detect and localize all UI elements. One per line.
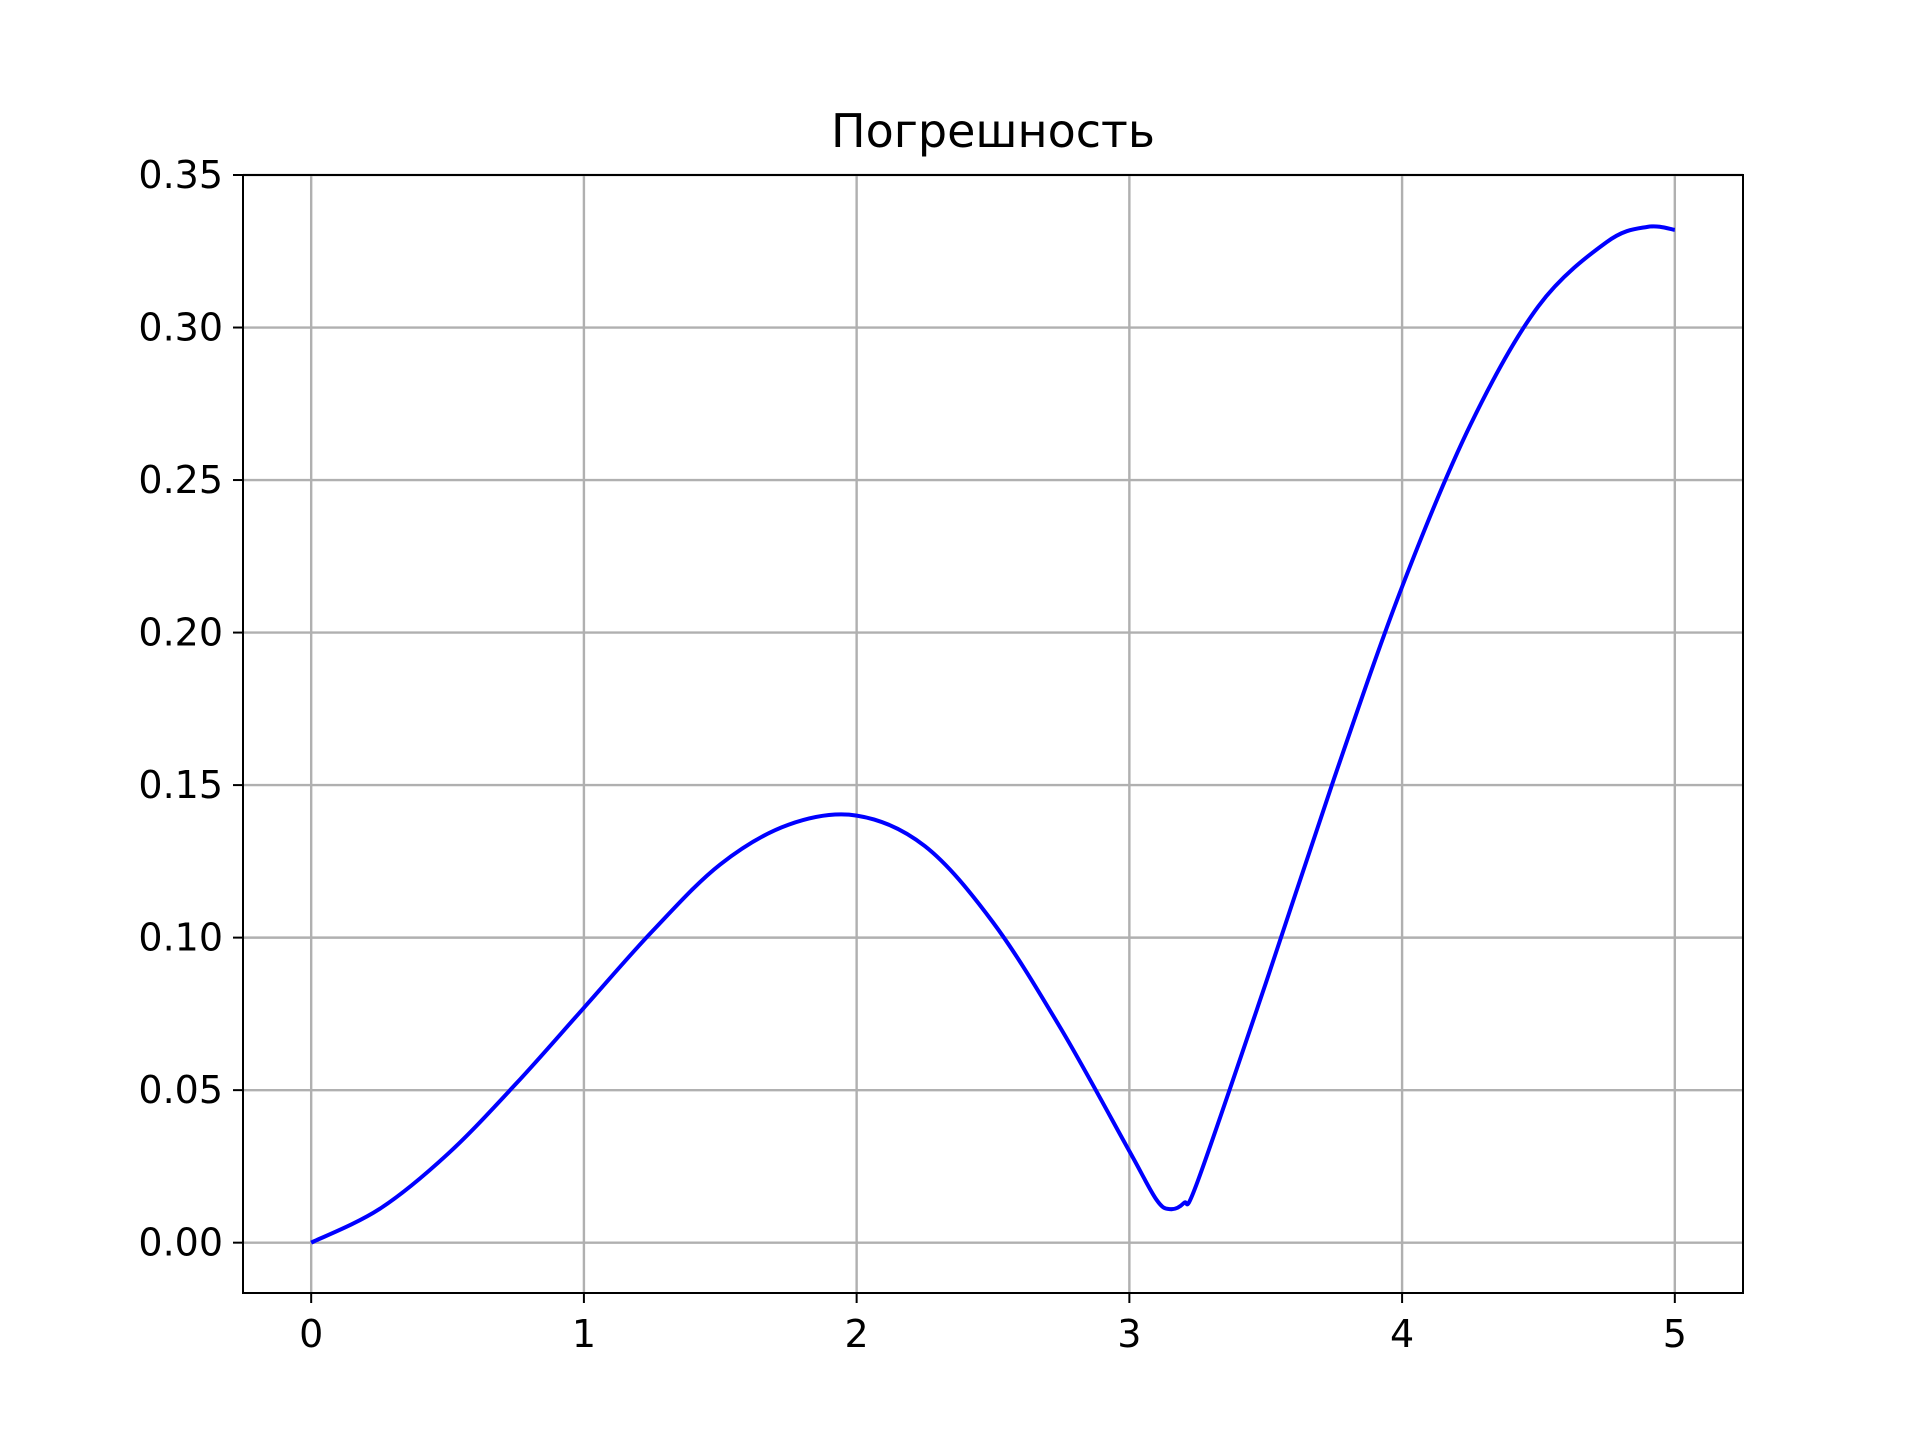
y-tick-label: 0.20 — [138, 611, 223, 655]
ticks: 0 1 2 3 4 5 0.00 0.05 0.10 0.15 0.20 0.25 0.30 0.35 — [138, 153, 1687, 1356]
y-tick-label: 0.30 — [138, 306, 223, 350]
x-tick-label: 1 — [572, 1312, 596, 1356]
y-tick-label: 0.15 — [138, 763, 223, 807]
y-tick-label: 0.00 — [138, 1221, 223, 1265]
x-tick-label: 4 — [1390, 1312, 1414, 1356]
series-layer — [310, 224, 1676, 1245]
y-tick-label: 0.10 — [138, 916, 223, 960]
plot-frame — [242, 174, 1744, 1294]
y-tick-label: 0.35 — [138, 153, 223, 197]
chart-title: Погрешность — [831, 104, 1155, 158]
x-tick-label: 0 — [299, 1312, 323, 1356]
y-tick-label: 0.05 — [138, 1068, 223, 1112]
series-line — [310, 224, 1676, 1245]
x-tick-label: 5 — [1663, 1312, 1687, 1356]
x-tick-label: 2 — [845, 1312, 869, 1356]
y-tick-label: 0.25 — [138, 458, 223, 502]
x-tick-label: 3 — [1117, 1312, 1141, 1356]
